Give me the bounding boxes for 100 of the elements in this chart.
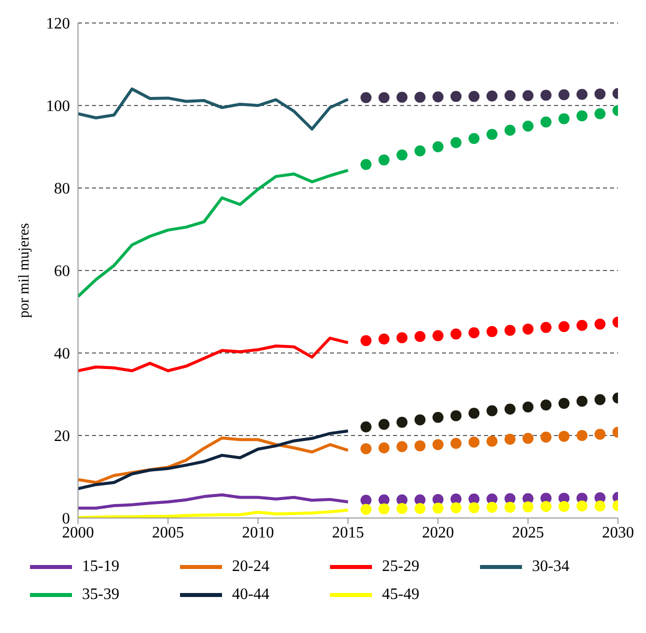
point [360, 504, 372, 515]
point [432, 91, 444, 102]
point [558, 113, 570, 124]
point [360, 421, 372, 432]
point [378, 333, 390, 344]
point [414, 331, 426, 342]
line-series [78, 429, 350, 490]
point [558, 430, 570, 442]
line-series [78, 88, 350, 131]
point [576, 500, 588, 512]
point [504, 493, 516, 504]
point [450, 90, 462, 102]
point [414, 440, 426, 452]
point [378, 154, 390, 166]
line-series [78, 493, 350, 510]
point [468, 408, 480, 419]
point [540, 116, 552, 128]
y-tick-label: 60 [54, 263, 70, 280]
point [432, 439, 444, 450]
point [468, 436, 480, 448]
point [522, 432, 534, 444]
point [504, 324, 516, 336]
x-tick-label: 2015 [332, 524, 364, 542]
point [558, 89, 570, 100]
point [432, 330, 444, 342]
point [504, 502, 516, 513]
point [594, 108, 606, 120]
legend-label: 20-24 [232, 558, 270, 576]
point [486, 326, 498, 338]
x-tick-label: 2010 [242, 524, 274, 542]
point [540, 399, 552, 410]
point [594, 428, 606, 440]
point [576, 396, 588, 407]
line-series [78, 168, 350, 298]
line-series [78, 508, 350, 518]
point [594, 88, 606, 100]
point [396, 332, 408, 344]
point [360, 92, 372, 104]
point [432, 412, 444, 423]
x-tick-label: 2005 [152, 524, 184, 542]
point [594, 500, 606, 512]
point [486, 405, 498, 416]
x-tick-label: 2020 [422, 524, 454, 542]
legend-label: 40-44 [232, 586, 270, 604]
y-tick-label: 40 [54, 346, 70, 363]
point [486, 90, 498, 102]
legend-label: 15-19 [82, 558, 120, 576]
point [414, 145, 426, 156]
point [378, 442, 390, 454]
point [576, 110, 588, 122]
legend-label: 35-39 [82, 586, 120, 604]
point [360, 494, 372, 506]
x-tick-label: 2030 [602, 524, 634, 542]
point [522, 501, 534, 512]
point [486, 436, 498, 447]
point [468, 502, 480, 514]
point [450, 438, 462, 449]
point [576, 88, 588, 100]
y-tick-label: 100 [46, 98, 70, 116]
point [414, 503, 426, 514]
point [396, 503, 408, 514]
x-tick-label: 2025 [512, 524, 544, 542]
point [504, 434, 516, 445]
point [396, 92, 408, 103]
point [522, 120, 534, 132]
point [396, 150, 408, 160]
point [522, 402, 534, 413]
point [558, 398, 570, 409]
point [450, 502, 462, 514]
y-axis-title: por mil mujeres [16, 222, 32, 318]
point [486, 128, 498, 140]
legend-label: 30-34 [532, 558, 570, 576]
point [450, 328, 462, 340]
point [558, 500, 570, 512]
point [432, 502, 444, 514]
point [576, 430, 588, 441]
point [396, 441, 408, 452]
point [540, 500, 552, 512]
point [504, 404, 516, 415]
point [360, 443, 372, 454]
y-tick-label: 80 [54, 180, 70, 198]
line-series [78, 336, 350, 372]
point [414, 92, 426, 103]
point [468, 327, 480, 338]
point [486, 502, 498, 513]
point [504, 90, 516, 102]
point [558, 321, 570, 332]
point [378, 503, 390, 514]
point [594, 318, 606, 330]
point [378, 494, 390, 506]
point [468, 90, 480, 102]
point [522, 90, 534, 102]
point [540, 90, 552, 101]
point [450, 410, 462, 422]
point [504, 124, 516, 136]
point [396, 416, 408, 428]
point [414, 414, 426, 426]
point [594, 394, 606, 406]
point [360, 335, 372, 346]
legend-label: 25-29 [382, 558, 420, 576]
